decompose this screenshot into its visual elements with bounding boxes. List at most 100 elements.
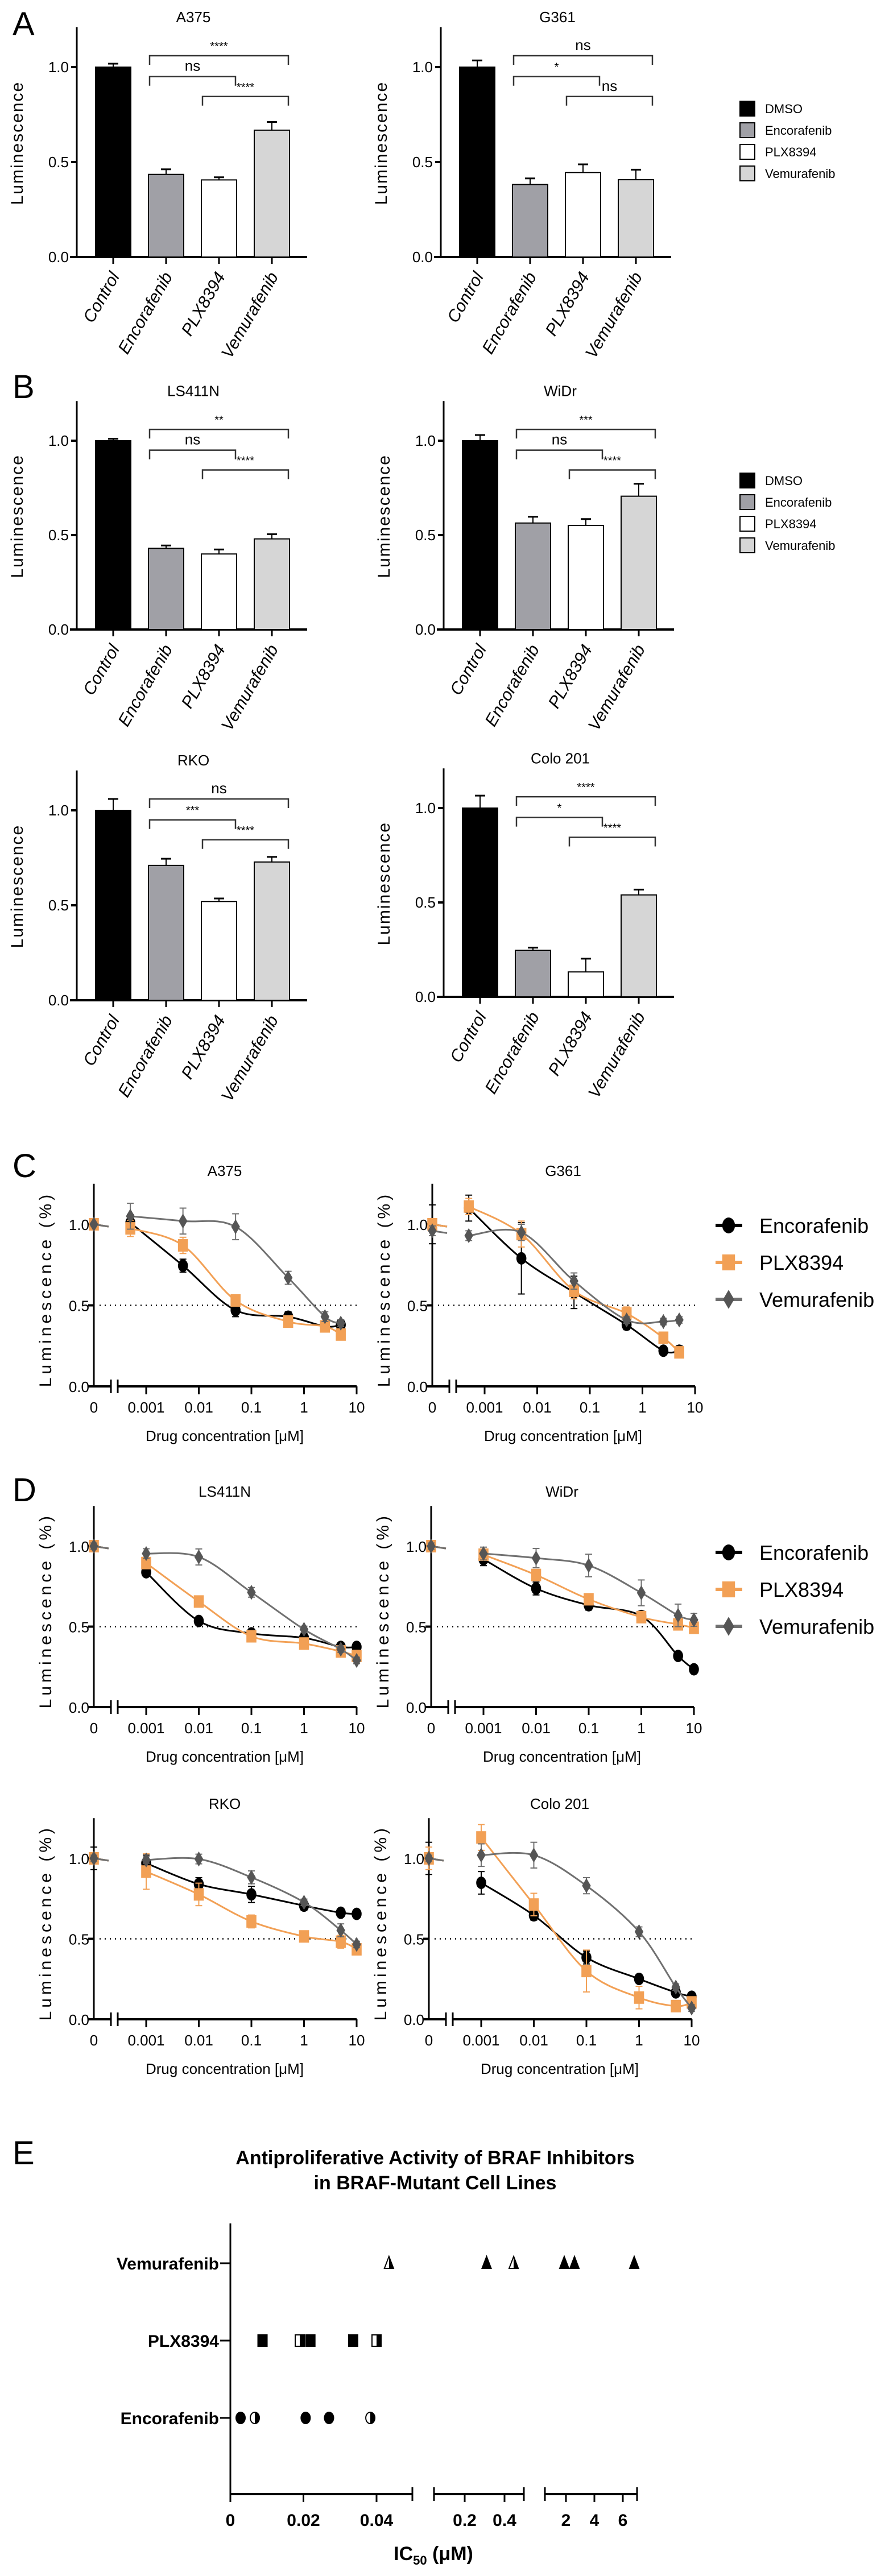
x-tick-label: 1 [300,1720,308,1737]
data-point [89,1538,98,1554]
panel-label-c: C [13,1148,36,1185]
significance-bracket [201,96,290,106]
legend-marker-square [722,1254,735,1270]
significance-bracket [512,76,601,86]
significance-label: **** [237,825,254,837]
data-point [687,2000,696,2016]
data-point [336,1935,346,1948]
ic50-point-vemurafenib [559,2255,570,2269]
fit-curve-plx8394 [130,1227,341,1336]
data-point [674,1346,684,1359]
data-point [177,1239,188,1252]
legend-label: Encorafenib [759,1541,869,1564]
x-tick-label: 1 [300,2032,308,2049]
data-point [246,1915,257,1928]
data-point [193,1595,204,1608]
data-point [689,1612,698,1627]
chart-title-line-2: in BRAF-Mutant Cell Lines [314,2172,557,2194]
bar-control [462,807,498,997]
data-point [476,1831,486,1844]
data-point [671,1979,680,1995]
fit-curve-vemurafenib [146,1552,357,1662]
significance-bracket [515,428,656,439]
legend-swatch [739,537,755,553]
x-tick-label: 0.001 [465,1720,502,1737]
significance-bracket [568,469,656,479]
bar-plx8394 [201,901,237,1001]
significance-label: *** [579,414,593,426]
significance-bracket [515,817,603,827]
x-tick-label: 0 [425,2032,433,2049]
significance-label: **** [603,822,621,834]
ic50-point-plx8394 [371,2334,382,2347]
data-point [142,1546,151,1562]
data-point [428,1223,437,1239]
x-tick-label: 0.01 [522,1720,551,1737]
data-point [464,1200,474,1213]
category-label: PLX8394 [178,1012,229,1082]
y-tick-label: 1.0 [415,432,436,449]
y-tick-label: 0.0 [415,988,436,1005]
significance-bracket [515,796,656,806]
data-point [581,1965,592,1978]
x-tick-label: 0.1 [241,1399,262,1416]
ic50-scatter: Antiproliferative Activity of BRAF Inhib… [117,2147,640,2567]
data-point [141,1556,151,1569]
y-axis-label: Luminescence [375,822,394,945]
significance-label: ns [211,780,226,797]
x-label-main: IC [394,2543,413,2565]
x-tick-label: 0 [90,1399,98,1416]
x-tick-label: 0.1 [578,1720,599,1737]
significance-label: * [557,802,562,815]
bar-encorafenib [515,522,551,631]
data-point [659,1314,668,1330]
dose-response-widr: WiDr 0.0 0.5 1.0 0 0.001 0.01 0.1 1 10 Drug concen… [374,1483,702,1765]
legend-label: Vemurafenib [759,1288,874,1311]
y-tick-label: 0.5 [404,1931,424,1948]
legend-swatch [739,101,755,117]
chart-title: A375 [208,1162,242,1179]
ic50-point-encorafenib [300,2412,311,2424]
data-point [675,1312,684,1328]
bar-encorafenib [148,864,184,1001]
x-axis-label: Drug concentration [μM] [483,1748,641,1765]
data-point [336,1641,345,1657]
x-axis-label: Drug concentration [μM] [481,2060,639,2077]
x-tick-label: 0.01 [184,2032,213,2049]
category-label: PLX8394 [542,269,593,339]
y-tick-label: 0.5 [69,1298,89,1315]
significance-label: ns [552,431,567,448]
significance-label: *** [186,805,200,817]
ic50-point-vemurafenib [508,2255,519,2269]
y-tick-label: 1.0 [404,1850,424,1867]
data-point [89,1850,98,1866]
category-label: Control [80,1012,124,1069]
ic50-point-encorafenib [365,2412,376,2424]
x-label-subscript: 50 [413,2553,427,2567]
x-tick-label: 0.001 [127,1720,164,1737]
category-label: Vemurafenib [218,269,282,362]
significance-label: **** [237,454,254,467]
bar-chart-a375: A375 0.0 0.5 1.0 Luminescence ControlEncorafe… [8,9,307,362]
significance-bracket [565,96,654,106]
bar-control [95,67,131,258]
x-tick-label: 4 [590,2511,600,2530]
y-tick-label: 0.5 [415,527,436,544]
x-tick-label: 0.04 [360,2511,394,2530]
category-label: Encorafenib [114,641,176,730]
x-axis-label: Drug concentration [μM] [146,1748,304,1765]
data-point [658,1331,669,1344]
legend-swatch [739,516,755,532]
chart-title: G361 [545,1162,581,1179]
significance-bracket [148,76,237,86]
data-point [531,1568,541,1581]
x-tick-label: 6 [618,2511,628,2530]
data-point [516,1225,526,1240]
data-point [464,1228,473,1244]
data-point [177,1259,188,1272]
legend-label: DMSO [765,102,803,116]
legend-marker-circle [722,1217,735,1233]
x-tick-label: 0 [427,1720,435,1737]
data-point [529,1848,539,1863]
